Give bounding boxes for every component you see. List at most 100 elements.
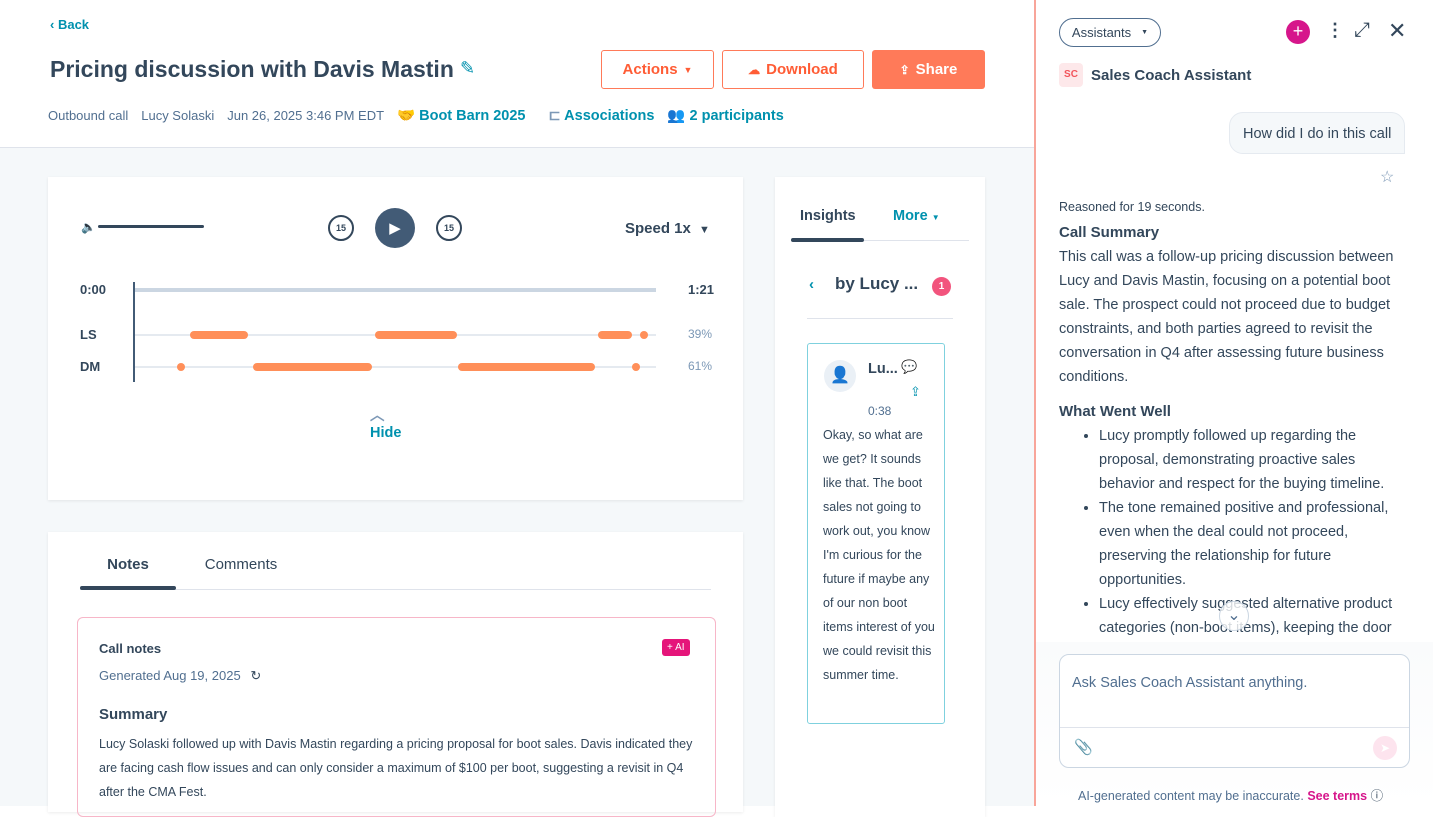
generated-label: Generated Aug 19, 2025 [99, 668, 241, 683]
time-start: 0:00 [80, 282, 107, 297]
chat-input-box: Ask Sales Coach Assistant anything. 📎 ➤ [1059, 654, 1410, 768]
speed-label: Speed 1x [625, 220, 691, 237]
disclaimer: AI-generated content may be inaccurate. … [1078, 785, 1383, 804]
see-terms-link[interactable]: See terms [1307, 789, 1368, 803]
speech-segment[interactable] [632, 363, 641, 371]
summary-text: Lucy Solaski followed up with Davis Mast… [99, 737, 693, 799]
share-icon: ⇪ [899, 62, 910, 77]
assistant-response: Reasoned for 19 seconds. Call Summary Th… [1059, 200, 1414, 640]
associations-link[interactable]: ⊏ Associations [549, 108, 655, 124]
summary-heading: Summary [99, 706, 168, 723]
time-end: 1:21 [688, 282, 715, 297]
people-icon: 👥 [667, 108, 686, 124]
speed-dropdown[interactable]: Speed 1x ▼ [625, 220, 710, 237]
new-chat-button[interactable]: + [1286, 20, 1310, 44]
went-well-item: The tone remained positive and professio… [1099, 496, 1414, 592]
tab-insights[interactable]: Insights [800, 208, 856, 224]
speaker-track [135, 331, 656, 339]
star-icon[interactable]: ☆ [1380, 169, 1395, 186]
speaker-label: DM [80, 359, 101, 374]
hide-timeline-button[interactable]: ︿ Hide [370, 404, 401, 441]
rewind-15-button[interactable]: 15 [328, 215, 354, 241]
more-options-icon[interactable]: ⋮ [1326, 20, 1344, 40]
caret-down-icon: ▼ [1141, 29, 1149, 36]
cloud-download-icon: ☁ [748, 62, 761, 77]
rewind-label: 15 [335, 223, 346, 233]
send-button[interactable]: ➤ [1373, 736, 1397, 760]
handshake-icon: 🤝 [397, 108, 416, 124]
tab-comments[interactable]: Comments [204, 556, 278, 573]
speech-segment[interactable] [190, 331, 249, 339]
play-button[interactable]: ▶ [375, 208, 415, 248]
speech-segment[interactable] [457, 363, 595, 371]
tab-more[interactable]: More ▼ [893, 208, 940, 224]
insight-timestamp[interactable]: 0:38 [868, 404, 892, 418]
share-button[interactable]: ⇪ Share [872, 50, 985, 89]
call-summary-heading: Call Summary [1059, 224, 1160, 241]
back-chevron-icon[interactable]: ‹ [809, 276, 814, 293]
speech-segment[interactable] [598, 331, 633, 339]
attach-icon[interactable]: 📎 [1074, 739, 1093, 756]
caret-down-icon: ▼ [931, 213, 940, 222]
deal-link[interactable]: 🤝 Boot Barn 2025 [397, 107, 525, 124]
call-owner: Lucy Solaski [141, 108, 215, 123]
speaker-name: Lu... [868, 361, 898, 377]
edit-pencil-icon[interactable]: ✎ [460, 58, 476, 78]
share-label: Share [915, 61, 958, 78]
expand-icon[interactable]: ⤢ [1354, 19, 1370, 41]
generated-date: Generated Aug 19, 2025 ↻ [99, 668, 261, 684]
assistant-avatar: SC [1059, 63, 1083, 87]
active-tab-indicator [80, 586, 176, 590]
play-icon: ▶ [389, 220, 401, 237]
call-notes-title: Call notes [99, 641, 162, 656]
speech-segment[interactable] [639, 331, 648, 339]
volume-icon[interactable]: 🔈 [81, 220, 96, 234]
caret-down-icon: ▼ [699, 224, 710, 236]
talk-percentage: 39% [688, 327, 713, 341]
speech-segment[interactable] [252, 363, 372, 371]
actions-button[interactable]: Actions ▼ [601, 50, 714, 89]
speech-segment[interactable] [374, 331, 458, 339]
download-button[interactable]: ☁ Download [722, 50, 864, 89]
info-icon[interactable]: ⓘ [1370, 789, 1384, 803]
ai-badge[interactable]: + AI [662, 639, 690, 656]
caret-down-icon: ▼ [683, 64, 693, 75]
chevron-up-icon: ︿ [370, 408, 385, 424]
tab-notes[interactable]: Notes [107, 556, 149, 573]
speech-segment[interactable] [177, 363, 186, 371]
associations-label: Associations [564, 107, 655, 124]
insight-count-badge: 1 [932, 277, 951, 296]
call-record-page: ‹ Back Pricing discussion with Davis Mas… [0, 0, 1034, 817]
insight-card[interactable]: 👤 Lu... 💬 ⇪ 0:38 Okay, so what are we ge… [807, 343, 945, 724]
volume-slider[interactable] [98, 225, 204, 228]
forward-15-button[interactable]: 15 [436, 215, 462, 241]
reasoning-note: Reasoned for 19 seconds. [1059, 200, 1205, 214]
call-type: Outbound call [48, 108, 129, 123]
regenerate-icon[interactable]: ↻ [250, 668, 262, 683]
chat-input[interactable]: Ask Sales Coach Assistant anything. [1072, 675, 1308, 691]
page-title: Pricing discussion with Davis Mastin [50, 56, 454, 82]
call-summary-text: This call was a follow-up pricing discus… [1059, 249, 1394, 385]
insight-quote: Okay, so what are we get? It sounds like… [823, 428, 935, 682]
went-well-item: Lucy promptly followed up regarding the … [1099, 424, 1414, 496]
user-message: How did I do in this call [1229, 112, 1406, 154]
participants-link[interactable]: 👥 2 participants [667, 107, 783, 124]
assistant-name: Sales Coach Assistant [1091, 67, 1252, 84]
back-link[interactable]: ‹ Back [50, 17, 90, 32]
call-notes-box: Call notes + AI Generated Aug 19, 2025 ↻… [77, 617, 716, 817]
download-label: Download [766, 61, 838, 78]
share-icon[interactable]: ⇪ [910, 384, 921, 399]
playhead[interactable] [133, 282, 135, 382]
progress-track[interactable] [135, 288, 656, 292]
went-well-heading: What Went Well [1059, 403, 1171, 420]
comment-icon[interactable]: 💬 [901, 359, 918, 374]
assistants-dropdown[interactable]: Assistants ▼ [1059, 18, 1161, 47]
back-label: Back [57, 17, 90, 32]
page-header: ‹ Back Pricing discussion with Davis Mas… [0, 0, 1034, 148]
assistants-label: Assistants [1071, 25, 1132, 40]
more-label: More [893, 208, 928, 224]
actions-label: Actions [622, 61, 678, 78]
close-icon[interactable]: ✕ [1388, 18, 1407, 43]
scroll-down-button[interactable]: ⌄ [1219, 601, 1249, 631]
hide-label: Hide [370, 425, 402, 441]
